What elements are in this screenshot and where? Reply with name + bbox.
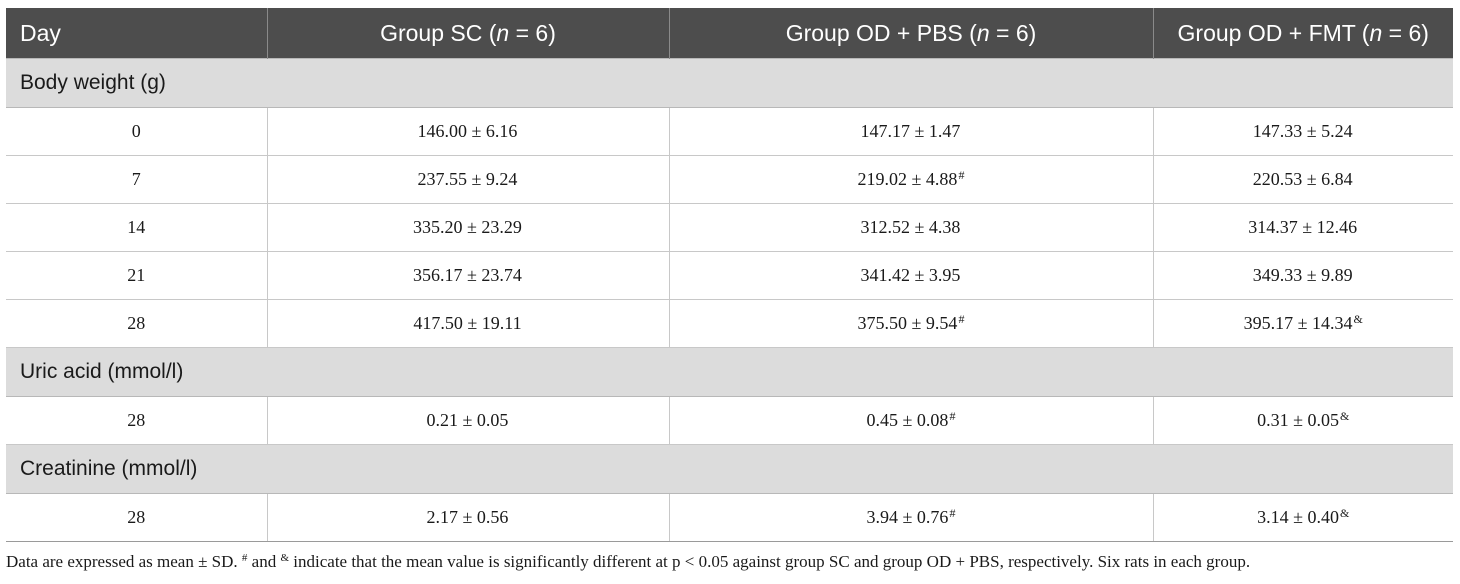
cell-day: 7 [6, 155, 268, 204]
cell-group-od-fmt: 349.33 ± 9.89 [1153, 251, 1453, 300]
cell-day: 0 [6, 107, 268, 156]
cell-group-od-pbs: 3.94 ± 0.76# [669, 493, 1154, 542]
section-uric-acid: Uric acid (mmol/l) [6, 347, 1453, 397]
cell-group-od-fmt: 0.31 ± 0.05& [1153, 396, 1453, 445]
section-title: Body weight (g) [6, 58, 1453, 108]
cell-group-sc: 146.00 ± 6.16 [267, 107, 670, 156]
cell-day: 14 [6, 203, 268, 252]
table-row: 28 417.50 ± 19.11 375.50 ± 9.54# 395.17 … [6, 299, 1453, 348]
table-row: 28 2.17 ± 0.56 3.94 ± 0.76# 3.14 ± 0.40& [6, 493, 1453, 542]
cell-group-sc: 335.20 ± 23.29 [267, 203, 670, 252]
cell-group-od-fmt: 3.14 ± 0.40& [1153, 493, 1453, 542]
cell-group-od-pbs: 375.50 ± 9.54# [669, 299, 1154, 348]
table-row: 0 146.00 ± 6.16 147.17 ± 1.47 147.33 ± 5… [6, 107, 1453, 156]
cell-day: 28 [6, 299, 268, 348]
section-creatinine: Creatinine (mmol/l) [6, 444, 1453, 494]
cell-group-sc: 356.17 ± 23.74 [267, 251, 670, 300]
cell-group-sc: 417.50 ± 19.11 [267, 299, 670, 348]
cell-group-sc: 237.55 ± 9.24 [267, 155, 670, 204]
cell-day: 28 [6, 396, 268, 445]
header-row: Day Group SC (n = 6) Group OD + PBS (n =… [6, 8, 1453, 59]
cell-group-od-pbs: 219.02 ± 4.88# [669, 155, 1154, 204]
results-table: Day Group SC (n = 6) Group OD + PBS (n =… [6, 8, 1453, 542]
table-footnote: Data are expressed as mean ± SD. # and &… [6, 552, 1251, 571]
header-day: Day [6, 8, 268, 59]
table-row: 14 335.20 ± 23.29 312.52 ± 4.38 314.37 ±… [6, 203, 1453, 252]
cell-group-sc: 2.17 ± 0.56 [267, 493, 670, 542]
header-group-od-pbs: Group OD + PBS (n = 6) [669, 8, 1154, 59]
section-title: Uric acid (mmol/l) [6, 347, 1453, 397]
section-title: Creatinine (mmol/l) [6, 444, 1453, 494]
header-group-od-fmt: Group OD + FMT (n = 6) [1153, 8, 1453, 59]
table-row: 28 0.21 ± 0.05 0.45 ± 0.08# 0.31 ± 0.05& [6, 396, 1453, 445]
cell-group-od-pbs: 312.52 ± 4.38 [669, 203, 1154, 252]
cell-group-od-fmt: 220.53 ± 6.84 [1153, 155, 1453, 204]
table-row: 7 237.55 ± 9.24 219.02 ± 4.88# 220.53 ± … [6, 155, 1453, 204]
cell-group-sc: 0.21 ± 0.05 [267, 396, 670, 445]
section-body-weight: Body weight (g) [6, 58, 1453, 108]
cell-group-od-fmt: 395.17 ± 14.34& [1153, 299, 1453, 348]
cell-day: 28 [6, 493, 268, 542]
cell-group-od-pbs: 147.17 ± 1.47 [669, 107, 1154, 156]
header-group-sc: Group SC (n = 6) [267, 8, 670, 59]
cell-group-od-fmt: 147.33 ± 5.24 [1153, 107, 1453, 156]
cell-group-od-pbs: 0.45 ± 0.08# [669, 396, 1154, 445]
cell-day: 21 [6, 251, 268, 300]
cell-group-od-fmt: 314.37 ± 12.46 [1153, 203, 1453, 252]
table-row: 21 356.17 ± 23.74 341.42 ± 3.95 349.33 ±… [6, 251, 1453, 300]
cell-group-od-pbs: 341.42 ± 3.95 [669, 251, 1154, 300]
